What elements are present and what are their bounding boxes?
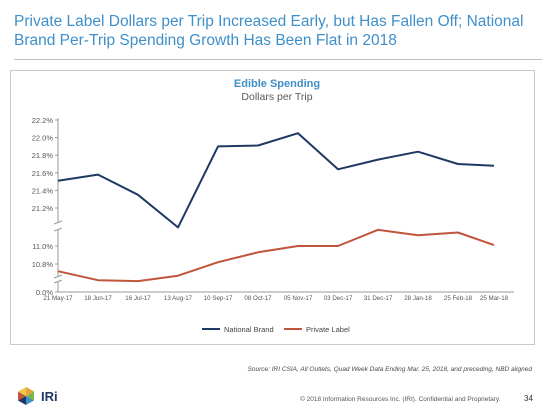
iri-logo: IRi <box>16 386 58 406</box>
x-tick-label: 28 Jan-18 <box>404 295 432 302</box>
page-number: 34 <box>524 394 533 403</box>
x-tick-label: 25 Feb-18 <box>444 295 473 302</box>
y-tick-label: 21.4% <box>32 186 54 195</box>
x-tick-label: 25 Mar-18 <box>480 295 509 302</box>
chart-subtitle: Dollars per Trip <box>241 91 313 103</box>
legend-label: National Brand <box>224 325 274 334</box>
x-tick-label: 31 Dec-17 <box>364 295 393 302</box>
y-tick-label: 10.8% <box>32 260 54 269</box>
title-divider <box>14 59 542 60</box>
x-tick-label: 21 May-17 <box>43 295 73 302</box>
chart-title: Edible Spending <box>233 78 321 90</box>
y-tick-label: 21.8% <box>32 151 54 160</box>
x-tick-label: 13 Aug-17 <box>164 295 193 302</box>
chart-frame <box>10 70 535 345</box>
x-tick-label: 08 Oct-17 <box>244 295 272 302</box>
axis-break-mark <box>53 227 63 232</box>
axis-break-mark <box>53 220 63 225</box>
chart-series <box>57 132 495 283</box>
y-tick-label: 22.2% <box>32 116 54 125</box>
x-tick-label: 18 Jun-17 <box>84 295 112 302</box>
chart-axes: 22.2% 22.0% 21.8% 21.6% 21.4% 21.2% 11.0% 10.8%… <box>32 116 514 302</box>
legend-label: Private Label <box>306 325 350 334</box>
axis-break-mark <box>53 279 63 284</box>
y-tick-label: 22.0% <box>32 134 54 143</box>
chart-legend: National Brand Private Label <box>202 325 350 334</box>
axis-break-mark <box>53 274 63 279</box>
series-line-0 <box>57 132 495 229</box>
y-tick-label: 21.2% <box>32 204 54 213</box>
x-tick-label: 16 Jul-17 <box>125 295 151 302</box>
copyright-footer: © 2018 Information Resources Inc. (IRI).… <box>300 396 501 403</box>
iri-logo-icon <box>18 387 34 405</box>
slide-title: Private Label Dollars per Trip Increased… <box>14 13 524 49</box>
y-tick-label: 11.0% <box>32 242 53 251</box>
y-tick-label: 21.6% <box>32 169 54 178</box>
y-tick-label: 0.0% <box>36 288 53 297</box>
x-tick-label: 10 Sep-17 <box>204 295 233 302</box>
x-tick-label: 05 Nov-17 <box>284 295 313 302</box>
logo-text: IRi <box>41 388 58 404</box>
x-tick-label: 03 Dec-17 <box>324 295 353 302</box>
source-note: Source: IRI CSIA, All Outlets, Quad Week… <box>247 366 532 373</box>
series-line-1 <box>57 228 495 283</box>
